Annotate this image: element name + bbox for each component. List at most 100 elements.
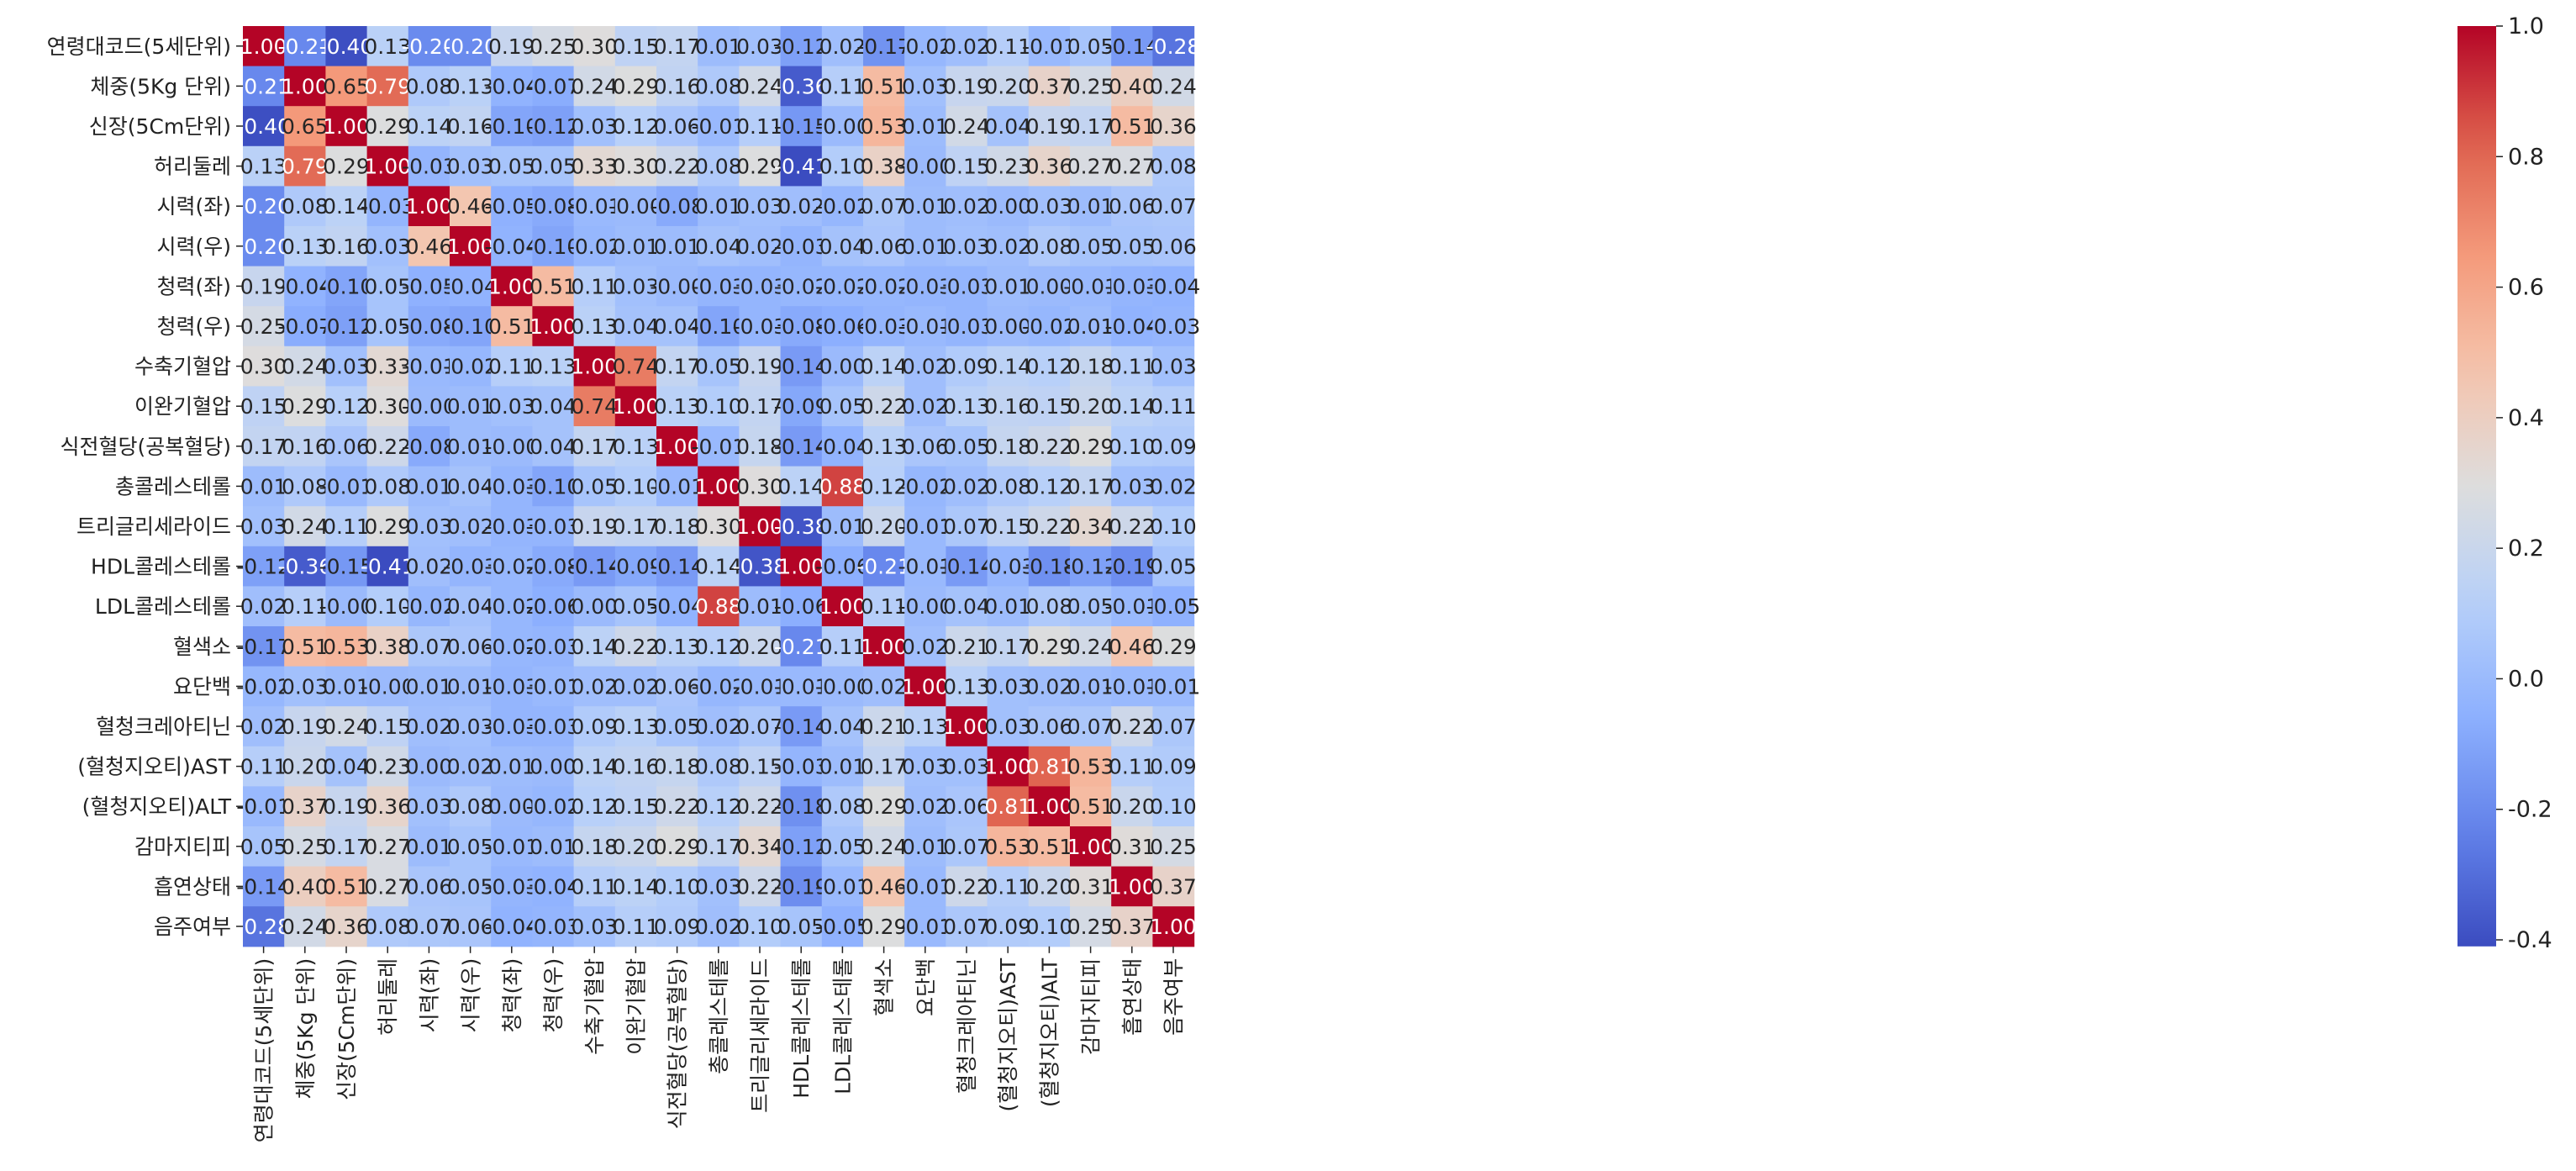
heatmap-cell: [821, 106, 864, 147]
heatmap-cell: [1111, 306, 1153, 347]
heatmap-cell: [946, 666, 988, 707]
cell-value-label: -0.10: [443, 314, 498, 339]
heatmap-cell: [946, 746, 988, 787]
heatmap-cell: [698, 66, 740, 107]
cell-value-label: -0.12: [236, 555, 291, 579]
heatmap-cell: [656, 145, 698, 187]
cell-value-label: 0.20: [1026, 874, 1073, 899]
row-label: 수축기혈압: [134, 355, 231, 379]
cell-value-label: 0.17: [861, 755, 908, 779]
cell-value-label: 0.07: [861, 194, 908, 219]
cell-value-label: 0.04: [447, 474, 494, 498]
heatmap-cell: [325, 746, 368, 787]
heatmap-cell: [863, 386, 905, 427]
column-labels: 연령대코드(5세단위) 체중(5Kg 단위) 신장(5Cm단위) 허리둘레 시력(좌) 시…: [252, 946, 1186, 1142]
heatmap-cell: [739, 666, 782, 707]
heatmap-cell: [656, 906, 698, 947]
heatmap-cell: [1070, 145, 1112, 187]
heatmap-cell: [656, 106, 698, 147]
heatmap-cell: [614, 906, 657, 947]
cell-value-label: 0.05: [240, 835, 287, 859]
cell-value-label: 0.11: [819, 74, 867, 98]
cell-value-label: -0.03: [526, 715, 581, 739]
row-label: 혈색소: [173, 635, 231, 659]
cell-value-label: 0.02: [943, 194, 990, 219]
cell-value-label: -0.05: [815, 915, 870, 939]
heatmap-cell: [450, 306, 492, 347]
heatmap-cell: [656, 546, 698, 587]
heatmap-cell: [366, 145, 409, 187]
cell-value-label: 0.04: [943, 594, 990, 619]
cell-value-label: 0.22: [1109, 514, 1156, 539]
heatmap-cell: [243, 586, 285, 627]
heatmap-cell: [1070, 586, 1112, 627]
heatmap-cell: [450, 786, 492, 827]
cell-value-label: 0.03: [613, 274, 660, 298]
heatmap-cell: [243, 626, 285, 667]
cell-value-label: 0.05: [529, 155, 577, 179]
cell-value-label: 0.53: [861, 114, 908, 139]
heatmap-cell: [821, 186, 864, 227]
heatmap-cell: [408, 866, 450, 907]
heatmap-cell: [780, 546, 823, 587]
cell-value-label: 0.08: [695, 155, 742, 179]
heatmap-cell: [1152, 186, 1195, 227]
cell-value-label: 0.25: [282, 835, 329, 859]
heatmap-cell: [1028, 106, 1071, 147]
cell-value-label: 0.02: [861, 674, 908, 699]
heatmap-cell: [1111, 266, 1153, 307]
heatmap-cell: [450, 826, 492, 868]
cell-value-label: 0.10: [654, 874, 701, 899]
heatmap-cell: [243, 866, 285, 907]
cell-value-label: 0.22: [943, 874, 990, 899]
cell-value-label: 0.14: [1109, 394, 1156, 419]
cell-value-label: -0.02: [774, 274, 829, 298]
cell-value-label: 0.03: [488, 394, 535, 419]
cell-value-label: 0.38: [861, 155, 908, 179]
heatmap-cell: [614, 306, 657, 347]
heatmap-cell: [739, 386, 782, 427]
cell-value-label: -0.01: [733, 674, 788, 699]
cell-value-label: 0.02: [406, 715, 453, 739]
heatmap-cell: [739, 145, 782, 187]
heatmap-cell: [408, 186, 450, 227]
heatmap-cell: [284, 386, 326, 427]
cell-value-label: -0.03: [940, 274, 994, 298]
cell-value-label: 0.00: [984, 314, 1031, 339]
heatmap-cell: [573, 866, 616, 907]
cell-value-label: 0.14: [695, 555, 742, 579]
column-label: 흡연상태: [1120, 958, 1145, 1036]
heatmap-cell: [366, 186, 409, 227]
cell-value-label: -0.01: [319, 474, 374, 498]
heatmap-cell: [987, 386, 1030, 427]
cell-value-label: 0.11: [571, 874, 618, 899]
cell-value-label: -0.02: [484, 635, 539, 659]
heatmap-cell: [450, 706, 492, 747]
cell-value-label: 0.17: [240, 435, 287, 459]
heatmap-cell: [532, 586, 575, 627]
cell-value-label: 0.01: [613, 235, 660, 259]
cell-value-label: -0.02: [815, 194, 870, 219]
cell-value-label: 0.04: [695, 235, 742, 259]
cell-value-label: 0.14: [571, 755, 618, 779]
cell-value-label: 0.01: [1067, 194, 1114, 219]
heatmap-cell: [863, 666, 905, 707]
cell-value-label: 0.06: [861, 235, 908, 259]
cell-value-label: 0.29: [1150, 635, 1197, 659]
heatmap-cell: [698, 746, 740, 787]
heatmap-cell: [1070, 546, 1112, 587]
heatmap-cell: [1028, 66, 1071, 107]
cell-value-label: 0.07: [1067, 715, 1114, 739]
heatmap-cell: [1028, 306, 1071, 347]
heatmap-cell: [491, 586, 533, 627]
cell-value-label: 0.17: [1067, 114, 1114, 139]
cell-value-label: 0.20: [1109, 794, 1156, 819]
row-label: 이완기혈압: [134, 394, 231, 419]
heatmap-cell: [284, 186, 326, 227]
cell-value-label: 0.53: [984, 835, 1031, 859]
heatmap-cell: [656, 506, 698, 547]
heatmap-cell: [1028, 426, 1071, 467]
cell-value-label: -0.03: [526, 915, 581, 939]
heatmap-cell: [325, 306, 368, 347]
heatmap-cell: [284, 746, 326, 787]
